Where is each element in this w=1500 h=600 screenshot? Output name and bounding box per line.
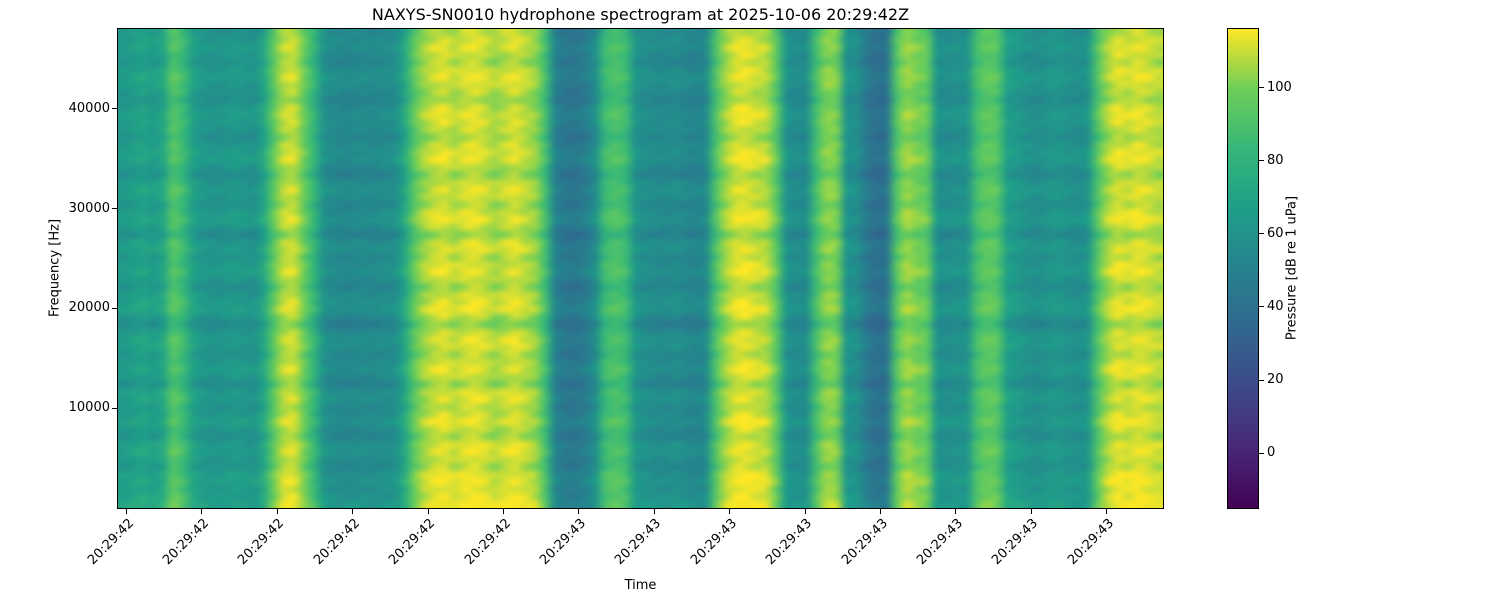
x-tick-label: 20:29:43 [612,516,665,568]
x-tick-mark [201,509,203,514]
y-tick-mark [112,307,117,309]
y-tick-label: 40000 [68,100,110,116]
x-tick-mark [729,509,731,514]
y-tick-mark [112,108,117,110]
x-tick-mark [578,509,580,514]
x-tick-mark [880,509,881,514]
spectrogram-image [118,29,1163,508]
x-tick-label: 20:29:43 [1064,516,1117,568]
x-tick-mark [804,509,806,514]
y-tick-label: 30000 [68,200,110,216]
y-tick-mark [112,208,117,210]
x-tick-mark [653,509,655,514]
x-tick-label: 20:29:42 [235,516,288,568]
colorbar-label: Pressure [dB re 1 uPa] [1284,195,1300,341]
x-tick-mark [276,509,278,514]
y-tick-label: 10000 [68,400,110,416]
x-axis-label: Time [624,578,657,593]
x-tick-label: 20:29:42 [310,516,363,568]
colorbar-tick-mark [1259,379,1264,381]
x-tick-mark [1030,509,1032,514]
x-tick-label: 20:29:42 [461,516,514,568]
colorbar-tick-label: 0 [1267,445,1276,461]
colorbar-tick-mark [1259,233,1264,235]
x-tick-label: 20:29:43 [914,516,967,568]
y-tick-label: 20000 [68,300,110,316]
x-tick-label: 20:29:43 [838,516,891,568]
x-tick-mark [352,509,354,514]
colorbar-tick-label: 60 [1267,225,1284,241]
colorbar-tick-label: 40 [1267,298,1284,314]
colorbar-tick-mark [1259,306,1264,308]
colorbar-tick-label: 20 [1267,372,1284,388]
figure-title: NAXYS-SN0010 hydrophone spectrogram at 2… [371,5,910,24]
spectrogram-plot-area [117,28,1164,509]
x-tick-label: 20:29:42 [84,516,137,568]
x-tick-mark [427,509,429,514]
colorbar-tick-label: 100 [1267,79,1292,95]
y-tick-mark [112,407,117,409]
colorbar-tick-mark [1259,160,1264,162]
x-tick-mark [1106,509,1108,514]
x-tick-label: 20:29:42 [386,516,439,568]
x-tick-mark [955,509,957,514]
colorbar [1227,28,1259,509]
x-tick-label: 20:29:42 [160,516,213,568]
colorbar-tick-mark [1259,452,1264,454]
x-tick-label: 20:29:43 [763,516,816,568]
x-tick-mark [126,509,127,514]
x-tick-label: 20:29:43 [687,516,740,568]
x-tick-label: 20:29:43 [989,516,1042,568]
x-tick-label: 20:29:43 [537,516,590,568]
colorbar-tick-label: 80 [1267,152,1284,168]
x-tick-mark [503,509,504,514]
colorbar-tick-mark [1259,87,1264,88]
